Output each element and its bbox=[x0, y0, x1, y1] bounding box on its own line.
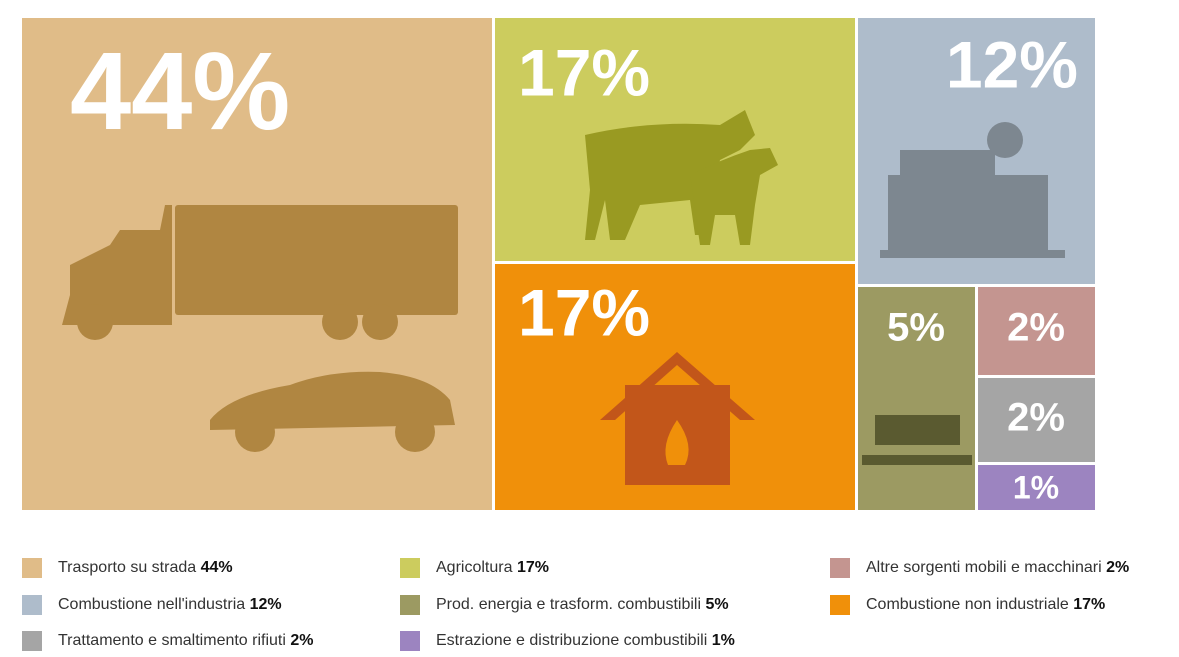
legend-value: 2% bbox=[290, 632, 313, 649]
animals-icon bbox=[585, 110, 778, 245]
legend-entry: Agricoltura 17% bbox=[436, 559, 549, 576]
tile-label: 17% bbox=[518, 275, 650, 349]
tile-label: 44% bbox=[70, 30, 290, 153]
legend-swatch bbox=[830, 595, 850, 615]
legend: Trasporto su strada 44% Agricoltura 17%Co… bbox=[22, 558, 1129, 651]
legend-entry: Trasporto su strada 44% bbox=[58, 559, 233, 576]
legend-swatch bbox=[400, 631, 420, 651]
legend-label: Altre sorgenti mobili e macchinari bbox=[866, 559, 1102, 576]
legend-entry: Altre sorgenti mobili e macchinari 2% bbox=[866, 559, 1129, 576]
legend-entry: Combustione non industriale 17% bbox=[866, 596, 1105, 613]
tile bbox=[978, 465, 1095, 510]
tile bbox=[978, 287, 1095, 375]
factory-icon bbox=[880, 122, 1065, 258]
tile-label: 12% bbox=[946, 27, 1078, 101]
legend-swatch bbox=[400, 595, 420, 615]
tile-label: 2% bbox=[1007, 306, 1065, 350]
tile-label: 2% bbox=[1007, 396, 1065, 440]
legend-swatch bbox=[830, 558, 850, 578]
legend-label: Combustione non industriale bbox=[866, 596, 1069, 613]
icons bbox=[62, 110, 1065, 485]
legend-value: 1% bbox=[712, 632, 735, 649]
truck-icon bbox=[62, 205, 458, 452]
legend-entry: Combustione nell'industria 12% bbox=[58, 596, 282, 613]
legend-value: 12% bbox=[250, 596, 282, 613]
legend-label: Combustione nell'industria bbox=[58, 596, 245, 613]
legend-entry: Trattamento e smaltimento rifiuti 2% bbox=[58, 632, 314, 649]
legend-label: Agricoltura bbox=[436, 559, 513, 576]
legend-label: Estrazione e distribuzione combustibili bbox=[436, 632, 707, 649]
legend-swatch bbox=[22, 631, 42, 651]
solar-icon bbox=[862, 415, 972, 465]
legend-value: 44% bbox=[201, 559, 233, 576]
legend-entry: Estrazione e distribuzione combustibili … bbox=[436, 632, 735, 649]
legend-swatch bbox=[22, 595, 42, 615]
legend-swatch bbox=[22, 558, 42, 578]
legend-value: 17% bbox=[1073, 596, 1105, 613]
legend-value: 2% bbox=[1106, 559, 1129, 576]
house-icon bbox=[600, 352, 755, 485]
treemap bbox=[22, 18, 1095, 510]
tile-label: 17% bbox=[518, 35, 650, 109]
tile bbox=[858, 287, 975, 510]
legend-entry: Prod. energia e trasform. combustibili 5… bbox=[436, 596, 729, 613]
tile-label: 5% bbox=[887, 306, 945, 350]
legend-label: Prod. energia e trasform. combustibili bbox=[436, 596, 701, 613]
legend-label: Trattamento e smaltimento rifiuti bbox=[58, 632, 286, 649]
legend-value: 5% bbox=[705, 596, 728, 613]
legend-value: 17% bbox=[517, 559, 549, 576]
tile bbox=[978, 378, 1095, 462]
tile-label: 1% bbox=[1013, 469, 1059, 505]
legend-label: Trasporto su strada bbox=[58, 559, 196, 576]
legend-swatch bbox=[400, 558, 420, 578]
